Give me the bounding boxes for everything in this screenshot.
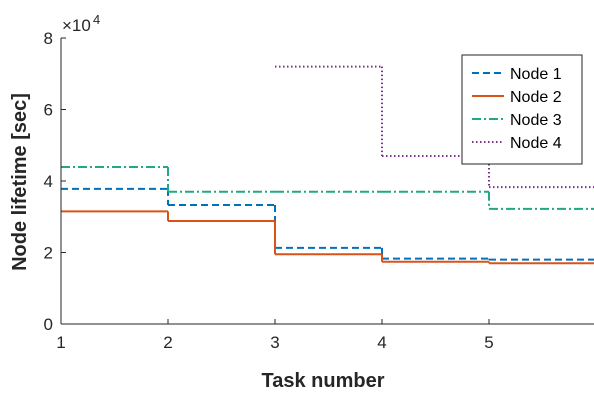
x-tick-label: 2 [163,333,172,352]
y-tick-label: 2 [44,244,53,263]
x-tick-label: 5 [484,333,493,352]
x-axis-label: Task number [262,370,385,392]
legend: Node 1 Node 2 Node 3 Node 4 [461,54,583,165]
legend-label-1: Node 1 [510,66,562,83]
series-line-3 [61,166,594,210]
series-line-2 [61,210,594,265]
series-line-1 [61,187,594,261]
y-tick-label: 6 [44,101,53,120]
legend-label-2: Node 2 [510,89,562,106]
y-tick-label: 0 [44,315,53,334]
series-layer [61,65,594,265]
x-tick-label: 4 [377,333,386,352]
y-tick-label: 4 [44,172,53,191]
series-line-4 [275,65,594,189]
y-exponent: ×10 4 [62,12,100,35]
y-tick-label: 8 [44,29,53,48]
y-axis-label: Node lifetime [sec] [9,93,31,271]
x-tick-label: 1 [56,333,65,352]
legend-label-4: Node 4 [510,135,562,152]
axes: 1 2 3 4 5 0 2 4 6 8 [44,29,594,352]
x-tick-label: 3 [270,333,279,352]
y-exponent-power: 4 [93,12,100,27]
y-exponent-base: ×10 [62,16,91,35]
legend-box [461,54,583,165]
legend-label-3: Node 3 [510,112,562,129]
